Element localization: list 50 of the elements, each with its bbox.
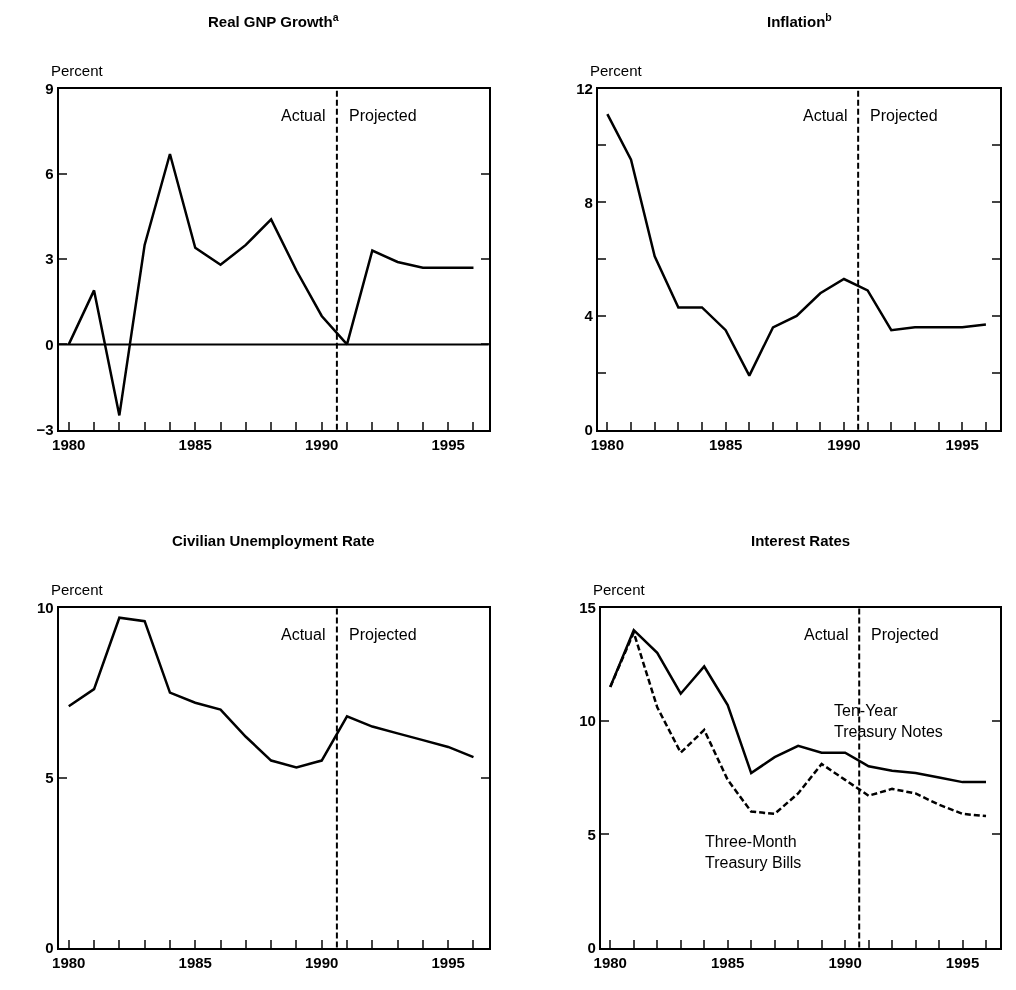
annotation: Actual [281, 626, 326, 643]
y-tick-label: 6 [45, 165, 54, 183]
y-tick-label: 0 [587, 938, 596, 956]
x-tick-label: 1980 [52, 435, 86, 453]
annotation: Actual [804, 626, 849, 643]
annotation: Actual [803, 107, 848, 124]
series-label: Three-Month Treasury Bills [705, 833, 802, 871]
x-tick-label: 1990 [305, 435, 339, 453]
y-tick-label: −3 [36, 420, 54, 438]
chart-title: Interest Rates [751, 532, 851, 549]
annotation: Projected [349, 626, 417, 643]
y-tick-label: 9 [45, 79, 54, 97]
x-tick-label: 1995 [945, 953, 980, 971]
x-tick-label: 1990 [827, 435, 861, 453]
y-tick-label: 4 [584, 307, 594, 325]
y-axis-title: Percent [593, 581, 646, 598]
y-axis-title: Percent [590, 62, 643, 79]
x-tick-label: 1985 [711, 953, 745, 971]
x-tick-label: 1985 [708, 435, 743, 453]
x-tick-label: 1990 [828, 953, 862, 971]
x-tick-label: 1995 [945, 435, 979, 453]
x-tick-label: 1985 [178, 435, 212, 453]
chart-title: Civilian Unemployment Rate [172, 532, 375, 549]
x-tick-label: 1980 [593, 953, 627, 971]
y-tick-label: 12 [576, 79, 593, 97]
y-tick-label: 10 [579, 712, 596, 730]
y-tick-label: 15 [579, 598, 596, 616]
y-tick-label: 8 [584, 193, 593, 211]
y-tick-label: 0 [584, 420, 593, 438]
x-tick-label: 1995 [431, 435, 465, 453]
annotation: Projected [871, 626, 939, 643]
y-tick-label: 3 [45, 250, 54, 268]
y-tick-label: 5 [45, 768, 54, 786]
y-tick-label: 10 [36, 598, 54, 616]
y-tick-label: 0 [45, 938, 54, 956]
annotation: Actual [281, 107, 326, 124]
x-tick-label: 1985 [178, 953, 212, 971]
annotation: Projected [349, 107, 417, 124]
series-label: Ten-Year Treasury Notes [834, 702, 943, 740]
chart-title: Real GNP Growth$^{a}$ [208, 11, 339, 31]
annotation: Projected [870, 107, 938, 124]
y-tick-label: 5 [587, 825, 596, 843]
x-tick-label: 1980 [52, 953, 86, 971]
chart-title: Inflation$^{b}$ [767, 11, 832, 31]
x-tick-label: 1995 [431, 953, 465, 971]
y-axis-title: Percent [51, 581, 104, 598]
y-axis-title: Percent [51, 62, 104, 79]
x-tick-label: 1990 [305, 953, 339, 971]
x-tick-label: 1980 [590, 435, 625, 453]
y-tick-label: 0 [45, 335, 54, 353]
